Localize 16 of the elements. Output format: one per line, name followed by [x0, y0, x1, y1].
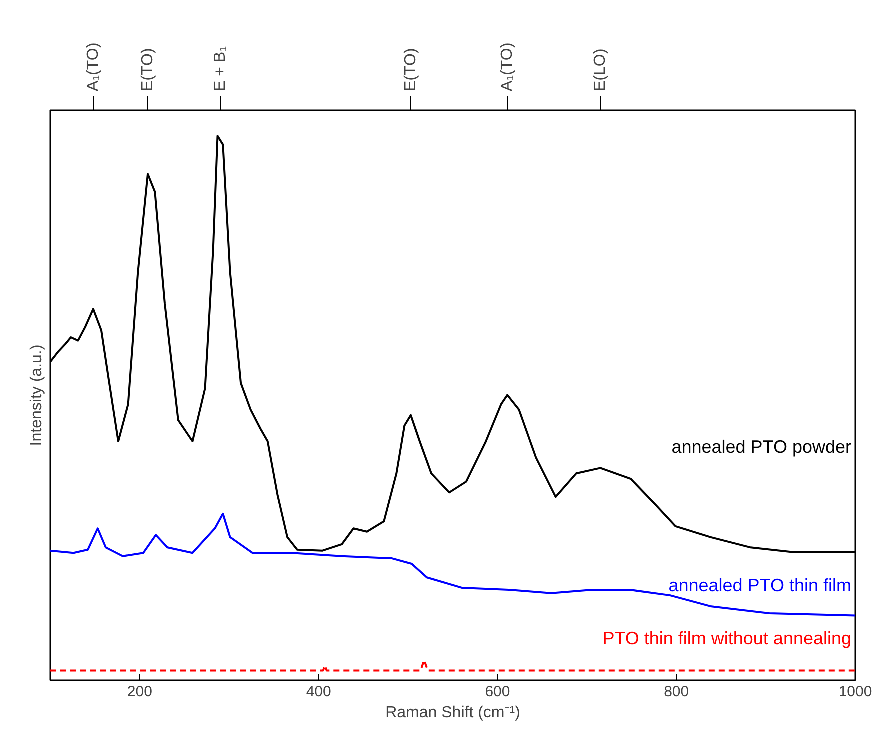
ref-line-label: A₁(TO) — [84, 42, 102, 92]
x-tick-label: 1000 — [838, 684, 872, 700]
x-tick-label: 200 — [127, 684, 152, 700]
x-tick-label: 600 — [485, 684, 510, 700]
ref-line-label: E + B₁ — [212, 46, 229, 92]
x-tick-label: 400 — [306, 684, 332, 700]
text: annealed PTO powder — [672, 437, 852, 458]
ref-line-label: E(LO) — [592, 48, 610, 92]
ref-line-label: A₁(TO) — [499, 42, 516, 92]
x-tick-label: 800 — [664, 684, 690, 700]
ref-line-label: E(TO) — [139, 48, 156, 92]
y-axis-title: Intensity (a.u.) — [28, 344, 46, 446]
series-label: PTO thin film without annealing — [602, 628, 852, 649]
x-axis-title: Raman Shift (cm⁻¹) — [386, 704, 520, 722]
series-label: annealed PTO thin film — [668, 576, 852, 596]
ref-line-label: E(TO) — [402, 48, 420, 92]
